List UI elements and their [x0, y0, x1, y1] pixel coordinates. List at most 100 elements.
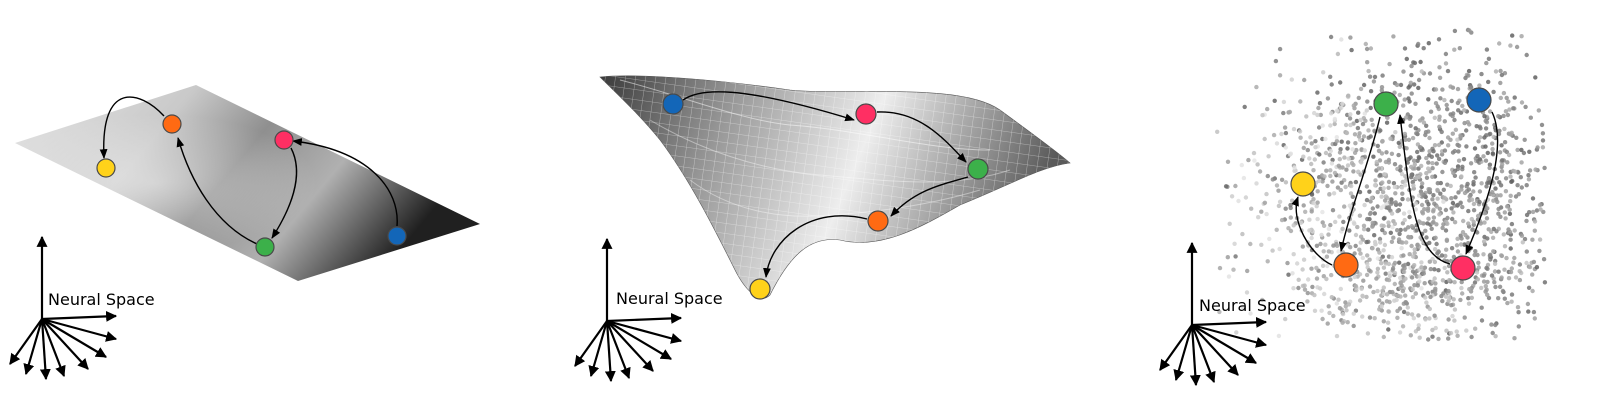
cloud-point — [1517, 269, 1522, 274]
cloud-point — [1406, 96, 1411, 101]
cloud-point — [1408, 155, 1413, 160]
cloud-point — [1325, 321, 1330, 326]
cloud-point — [1277, 199, 1283, 204]
cloud-point — [1458, 134, 1464, 139]
cloud-point — [1475, 230, 1480, 235]
cloud-point — [1473, 175, 1478, 180]
cloud-point — [1400, 191, 1405, 196]
cloud-point — [1438, 191, 1443, 196]
cloud-point — [1409, 63, 1414, 69]
cloud-point — [1419, 184, 1424, 190]
cloud-point — [1461, 218, 1466, 224]
cloud-point — [1388, 230, 1394, 235]
cloud-point — [1270, 248, 1275, 253]
cloud-point — [1510, 33, 1515, 38]
cloud-point — [1374, 276, 1379, 281]
cloud-point — [1349, 47, 1354, 53]
cloud-point — [1462, 242, 1467, 247]
cloud-point — [1289, 77, 1295, 82]
cloud-point — [1351, 169, 1356, 174]
transition-arrow-blue-to-pink — [1465, 111, 1499, 255]
cloud-point — [1442, 97, 1447, 103]
cloud-point — [1361, 278, 1366, 283]
cloud-point — [1369, 195, 1375, 201]
cloud-point — [1439, 129, 1444, 135]
cloud-point — [1364, 294, 1369, 300]
cloud-point — [1270, 177, 1276, 182]
cloud-point — [1320, 220, 1325, 225]
cloud-point — [1403, 178, 1408, 183]
cloud-point — [1391, 235, 1396, 240]
cloud-point — [1300, 244, 1306, 249]
cloud-point — [1378, 172, 1383, 178]
cloud-point — [1512, 336, 1517, 341]
cloud-point — [1466, 221, 1471, 226]
cloud-point — [1288, 228, 1294, 234]
cloud-point — [1449, 196, 1454, 201]
cloud-point — [1401, 253, 1406, 258]
axis-arrow — [588, 320, 609, 378]
cloud-point — [1540, 145, 1546, 150]
cloud-point — [1392, 162, 1398, 167]
cloud-point — [1505, 160, 1510, 165]
cloud-point — [1484, 184, 1489, 189]
cloud-point — [1353, 179, 1359, 185]
cloud-point — [1347, 228, 1352, 233]
cloud-point — [1399, 246, 1404, 251]
cloud-point — [1334, 108, 1340, 114]
cloud-point — [1456, 149, 1461, 154]
cloud-point — [1466, 208, 1471, 214]
cloud-point — [1497, 128, 1502, 133]
cloud-point — [1485, 150, 1491, 156]
cloud-point — [1366, 135, 1371, 140]
cloud-point — [1319, 308, 1324, 313]
cloud-point — [1531, 259, 1537, 265]
cloud-point — [1327, 192, 1332, 197]
cloud-point — [1455, 100, 1461, 106]
cloud-point — [1301, 145, 1307, 151]
cloud-point — [1467, 194, 1472, 199]
cloud-point — [1403, 137, 1408, 142]
cloud-point — [1402, 183, 1408, 188]
cloud-point — [1375, 288, 1380, 294]
cloud-point — [1428, 266, 1434, 272]
cloud-point — [1455, 236, 1460, 241]
cloud-point — [1437, 206, 1443, 211]
cloud-point — [1338, 80, 1343, 85]
cloud-point — [1382, 242, 1388, 248]
cloud-point — [1328, 168, 1333, 173]
cloud-point — [1426, 166, 1431, 171]
cloud-point — [1482, 135, 1487, 140]
cloud-point — [1286, 226, 1291, 231]
cloud-point — [1477, 199, 1482, 205]
cloud-point — [1436, 249, 1441, 254]
cloud-point — [1336, 249, 1341, 254]
cloud-point — [1419, 265, 1424, 270]
cloud-point — [1436, 37, 1442, 42]
axis-arrow — [1191, 324, 1239, 376]
cloud-point — [1326, 226, 1332, 232]
cloud-point — [1405, 305, 1411, 310]
cloud-point — [1369, 117, 1374, 123]
cloud-point — [1498, 193, 1503, 198]
cloud-point — [1277, 73, 1283, 78]
cloud-point — [1456, 143, 1462, 148]
cloud-point — [1246, 157, 1251, 163]
cloud-point — [1434, 241, 1439, 247]
cloud-point — [1316, 105, 1321, 111]
cloud-point — [1425, 208, 1431, 213]
axis-arrow — [23, 318, 44, 376]
cloud-point — [1522, 236, 1528, 242]
state-green — [255, 237, 275, 257]
cloud-point — [1394, 82, 1400, 88]
cloud-point — [1232, 241, 1237, 246]
cloud-point — [1526, 177, 1532, 182]
cloud-point — [1424, 300, 1429, 305]
cloud-point — [1445, 221, 1450, 226]
cloud-point — [1349, 161, 1355, 166]
cloud-point — [1486, 295, 1492, 301]
cloud-point — [1502, 126, 1507, 132]
cloud-point — [1341, 219, 1346, 225]
cloud-point — [1265, 106, 1270, 112]
cloud-point — [1504, 95, 1509, 101]
